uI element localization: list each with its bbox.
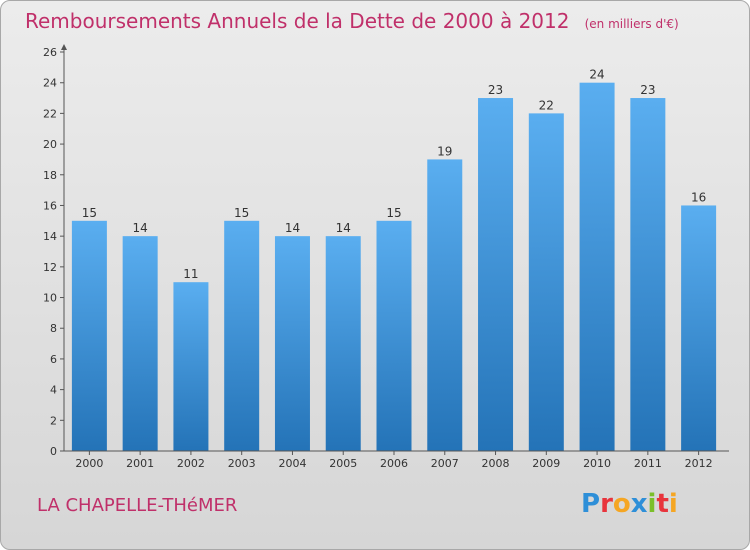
logo-letter: t — [656, 489, 669, 519]
y-axis-arrow — [61, 44, 67, 50]
value-label-2001: 14 — [133, 221, 148, 235]
bar-2008 — [478, 98, 514, 452]
logo-letter: P — [581, 489, 601, 519]
x-tick-label-2008: 2008 — [482, 457, 510, 470]
y-tick-label-22: 22 — [43, 107, 57, 120]
x-tick-label-2009: 2009 — [532, 457, 560, 470]
x-tick-label-2011: 2011 — [634, 457, 662, 470]
logo-letter: o — [612, 489, 631, 519]
bar-2011 — [630, 98, 666, 452]
y-tick-label-8: 8 — [50, 322, 57, 335]
y-tick-label-14: 14 — [43, 230, 57, 243]
y-tick-label-18: 18 — [43, 169, 57, 182]
x-tick-label-2000: 2000 — [75, 457, 103, 470]
y-tick-label-26: 26 — [43, 46, 57, 59]
bar-2004 — [274, 236, 310, 451]
logo-letter: r — [600, 489, 613, 519]
logo-letter: x — [630, 489, 648, 519]
value-label-2008: 23 — [488, 83, 503, 97]
y-tick-label-10: 10 — [43, 292, 57, 305]
x-tick-label-2005: 2005 — [329, 457, 357, 470]
bar-2005 — [325, 236, 361, 451]
bar-2010 — [579, 82, 615, 451]
value-label-2007: 19 — [437, 144, 452, 158]
x-tick-label-2006: 2006 — [380, 457, 408, 470]
x-tick-label-2003: 2003 — [228, 457, 256, 470]
y-tick-label-24: 24 — [43, 77, 57, 90]
logo-letter: i — [668, 489, 678, 519]
value-label-2011: 23 — [640, 83, 655, 97]
value-label-2000: 15 — [82, 206, 97, 220]
y-tick-label-2: 2 — [50, 414, 57, 427]
x-tick-label-2010: 2010 — [583, 457, 611, 470]
y-tick-label-4: 4 — [50, 384, 57, 397]
x-tick-label-2007: 2007 — [431, 457, 459, 470]
bar-2009 — [528, 113, 564, 451]
bar-2001 — [122, 236, 158, 451]
value-label-2010: 24 — [589, 68, 604, 82]
proxiti-logo: Proxiti — [581, 489, 678, 519]
bar-2007 — [427, 159, 463, 451]
value-label-2002: 11 — [183, 267, 198, 281]
y-tick-label-6: 6 — [50, 353, 57, 366]
x-tick-label-2004: 2004 — [278, 457, 306, 470]
x-tick-label-2001: 2001 — [126, 457, 154, 470]
bar-2003 — [224, 220, 260, 451]
value-label-2012: 16 — [691, 190, 706, 204]
value-label-2009: 22 — [539, 98, 554, 112]
bar-2012 — [681, 205, 717, 451]
value-label-2003: 15 — [234, 206, 249, 220]
value-label-2004: 14 — [285, 221, 300, 235]
y-tick-label-20: 20 — [43, 138, 57, 151]
chart-title-unit: (en milliers d'€) — [584, 17, 679, 31]
bar-2006 — [376, 220, 412, 451]
value-label-2006: 15 — [386, 206, 401, 220]
chart-title-main: Remboursements Annuels de la Dette de 20… — [25, 9, 570, 33]
x-tick-label-2002: 2002 — [177, 457, 205, 470]
y-tick-label-12: 12 — [43, 261, 57, 274]
value-label-2005: 14 — [336, 221, 351, 235]
x-tick-label-2012: 2012 — [685, 457, 713, 470]
chart-title: Remboursements Annuels de la Dette de 20… — [25, 9, 679, 33]
bars-group: 15 14 11 15 14 14 15 19 23 22 24 23 16 — [71, 68, 717, 452]
logo-letter: i — [647, 489, 657, 519]
y-tick-label-16: 16 — [43, 199, 57, 212]
location-label: LA CHAPELLE-THéMER — [37, 495, 238, 516]
y-tick-label-0: 0 — [50, 445, 57, 458]
bar-2002 — [173, 282, 209, 451]
bar-2000 — [71, 220, 107, 451]
axes-group: 2000 2001 2002 2003 2004 2005 2006 2007 2008 2009… — [43, 44, 729, 470]
